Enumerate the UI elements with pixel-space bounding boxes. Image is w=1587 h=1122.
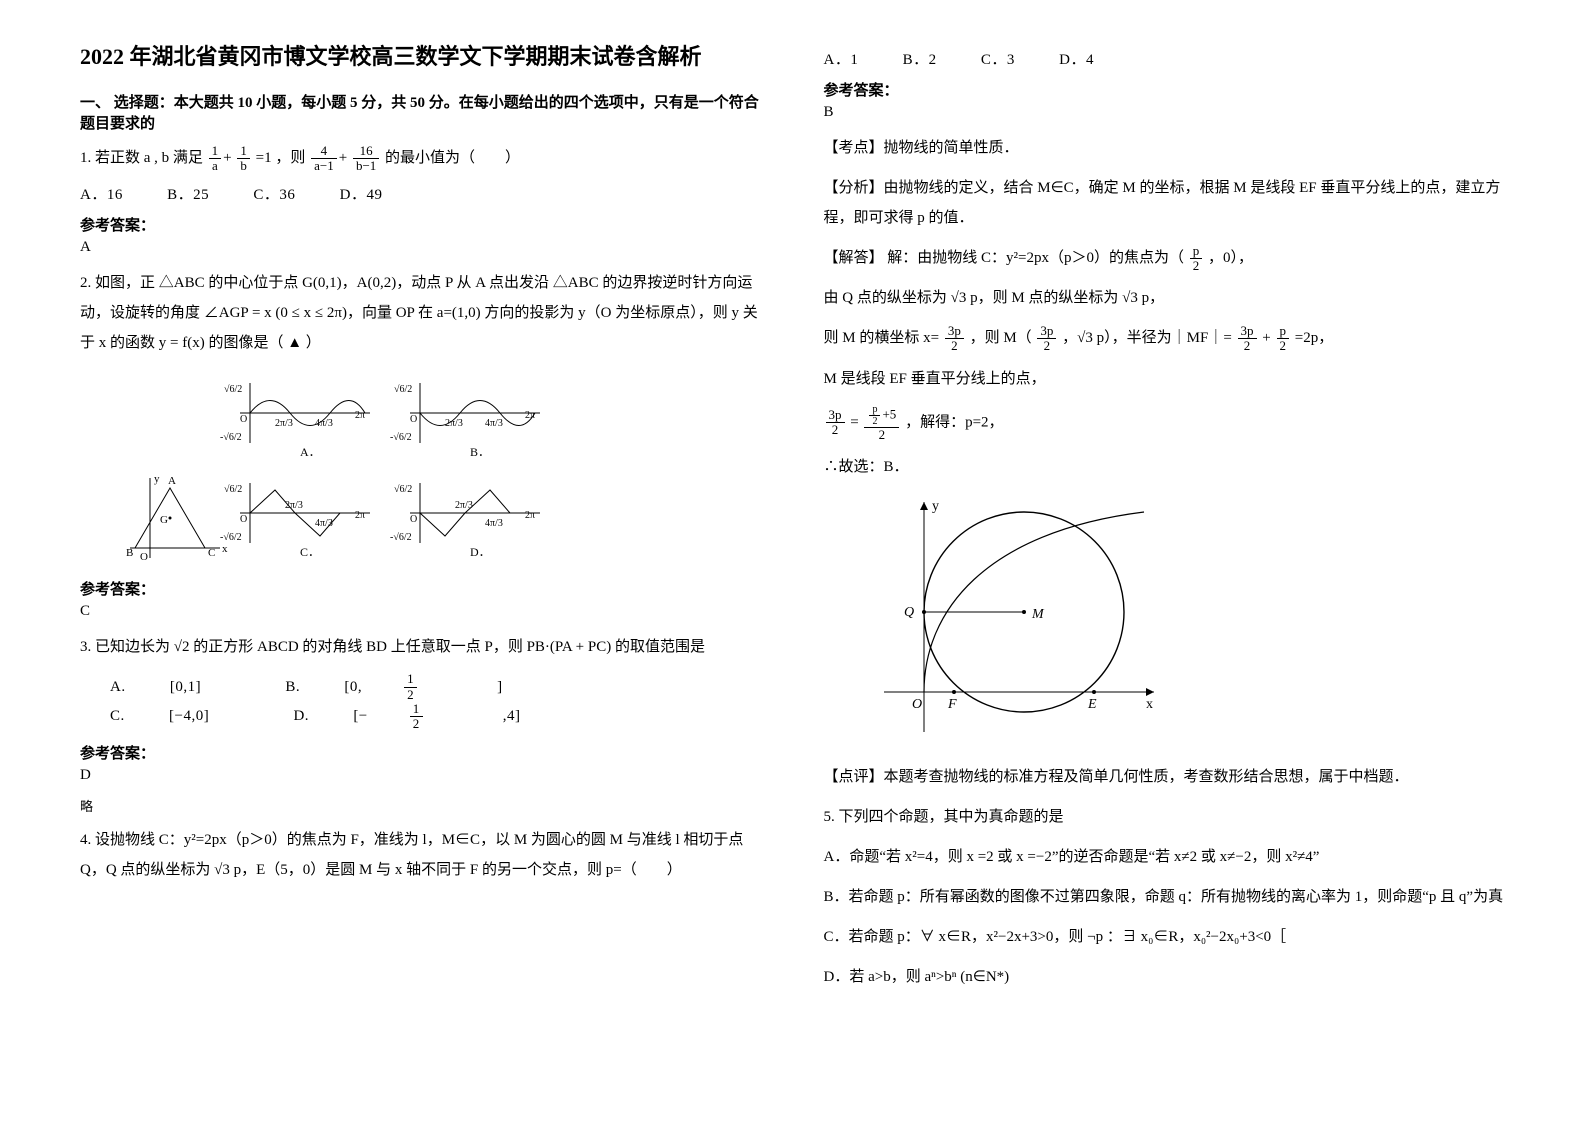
q4-ans: B [824,104,1508,121]
q4-jd4: M 是线段 EF 垂直平分线上的点， [824,364,1508,394]
question-2: 2. 如图，正 △ABC 的中心位于点 G(0,1)，A(0,2)，动点 P 从… [80,268,764,358]
svg-text:O: O [140,551,148,563]
svg-text:O: O [410,514,417,525]
q4-optB: B．2 [903,48,937,69]
svg-text:2π: 2π [355,410,365,421]
svg-text:2π/3: 2π/3 [275,418,293,429]
q1-optB: B．25 [167,183,209,204]
q4-jd5: 3p2 = p2+5 2 ，解得：p=2， [824,404,1508,442]
q1-ans-label: 参考答案： [80,214,764,235]
q2-ans-label: 参考答案： [80,578,764,599]
left-column: 2022 年湖北省黄冈市博文学校高三数学文下学期期末试卷含解析 一、 选择题：本… [80,40,764,1002]
question-1: 1. 若正数 a , b 满足 1a+ 1b =1 ，则 4a−1+ 16b−1… [80,143,764,173]
right-column: A．1 B．2 C．3 D．4 参考答案： B 【考点】抛物线的简单性质． 【分… [824,40,1508,1002]
svg-text:4π/3: 4π/3 [485,518,503,529]
svg-text:F: F [947,697,957,712]
svg-text:4π/3: 4π/3 [485,418,503,429]
q4-options: A．1 B．2 C．3 D．4 [824,48,1508,69]
svg-text:C．: C． [300,545,320,559]
q1-optA: A．16 [80,183,123,204]
q3-ans-label: 参考答案： [80,742,764,763]
svg-text:Q: Q [904,605,914,620]
svg-text:A: A [168,475,176,487]
q3-stem: 3. 已知边长为 √2 的正方形 ABCD 的对角线 BD 上任意取一点 P，则… [80,639,705,655]
section-1-header: 一、 选择题：本大题共 10 小题，每小题 5 分，共 50 分。在每小题给出的… [80,91,764,133]
q4-fx: 【分析】由抛物线的定义，结合 M∈C，确定 M 的坐标，根据 M 是线段 EF … [824,173,1508,233]
q5-B: B．若命题 p：所有幂函数的图像不过第四象限，命题 q：所有抛物线的离心率为 1… [824,882,1508,912]
svg-text:C: C [208,547,215,559]
q5-D: D．若 a>b，则 aⁿ>bⁿ (n∈N*) [824,962,1508,992]
q4-diagram: y x O F E M Q [864,492,1508,752]
svg-text:√6/2: √6/2 [224,384,242,395]
q4-dp: 【点评】本题考查抛物线的标准方程及简单几何性质，考查数形结合思想，属于中档题． [824,762,1508,792]
svg-text:O: O [240,414,247,425]
q4-optC: C．3 [981,48,1015,69]
q4-jd3: 则 M 的横坐标 x= 3p2 ，则 M（ 3p2 ，√3 p），半径为｜MF｜… [824,323,1508,353]
svg-text:y: y [154,473,160,485]
svg-text:B: B [126,547,133,559]
svg-text:2π/3: 2π/3 [455,500,473,511]
q5-A: A．命题“若 x²=4，则 x =2 或 x =−2”的逆否命题是“若 x≠2 … [824,842,1508,872]
svg-text:x: x [222,543,228,555]
q3-options: A. [0,1] B. [0,12] C. [−4,0] D. [−12,4] [110,672,764,731]
svg-text:4π/3: 4π/3 [315,518,333,529]
q1-frac3: 4a−1 [311,144,337,174]
q2-figure: A B C G O x y √6/2 -√6/2 O 2π/3 [120,368,764,568]
q3-optD: D. [−12,4] [293,702,560,732]
svg-text:√6/2: √6/2 [394,384,412,395]
svg-text:y: y [932,499,939,514]
q4-jd1: 【解答】 解：由抛物线 C：y²=2px（p＞0）的焦点为（ p2 ，0）， [824,243,1508,273]
q1-optD: D．49 [340,183,383,204]
q1-optC: C．36 [253,183,295,204]
question-4: 4. 设抛物线 C：y²=2px（p＞0）的焦点为 F，准线为 l，M∈C，以 … [80,825,764,885]
q4-diagram-svg: y x O F E M Q [864,492,1164,752]
q4-optD: D．4 [1059,48,1094,69]
q1-frac2: 1b [237,144,250,174]
question-3: 3. 已知边长为 √2 的正方形 ABCD 的对角线 BD 上任意取一点 P，则… [80,632,764,662]
svg-text:2π: 2π [355,510,365,521]
svg-text:A．: A． [300,445,321,459]
q1-stem-pre: 1. 若正数 a , b 满足 [80,150,203,166]
svg-text:2π/3: 2π/3 [285,500,303,511]
q5-C: C．若命题 p：∀ x∈R，x²−2x+3>0，则 ¬p ：∃ x₀∈R，x₀²… [824,922,1508,952]
q4-optA: A．1 [824,48,859,69]
question-5-stem: 5. 下列四个命题，其中为真命题的是 [824,802,1508,832]
q3-optB: B. [0,12] [285,672,542,702]
q3-ans: D [80,767,764,784]
svg-text:B．: B． [470,445,490,459]
q4-stem: 4. 设抛物线 C：y²=2px（p＞0）的焦点为 F，准线为 l，M∈C，以 … [80,832,743,878]
svg-text:√6/2: √6/2 [224,484,242,495]
svg-text:x: x [1146,697,1153,712]
svg-text:2π: 2π [525,510,535,521]
q1-options: A．16 B．25 C．36 D．49 [80,183,764,204]
q4-ans-label: 参考答案： [824,79,1508,100]
svg-text:-√6/2: -√6/2 [390,432,412,443]
q4-kd: 【考点】抛物线的简单性质． [824,133,1508,163]
svg-text:-√6/2: -√6/2 [390,532,412,543]
doc-title: 2022 年湖北省黄冈市博文学校高三数学文下学期期末试卷含解析 [80,40,764,73]
q3-optA: A. [0,1] [110,679,241,696]
q2-ans: C [80,603,764,620]
svg-text:O: O [410,414,417,425]
q3-optC: C. [−4,0] [110,708,249,725]
page: 2022 年湖北省黄冈市博文学校高三数学文下学期期末试卷含解析 一、 选择题：本… [80,40,1507,1002]
svg-text:√6/2: √6/2 [394,484,412,495]
q2-stem: 2. 如图，正 △ABC 的中心位于点 G(0,1)，A(0,2)，动点 P 从… [80,275,758,351]
q4-jd2: 由 Q 点的纵坐标为 √3 p，则 M 点的纵坐标为 √3 p， [824,283,1508,313]
q1-frac1: 1a [209,144,222,174]
q1-ans: A [80,239,764,256]
svg-text:O: O [912,697,922,712]
svg-text:M: M [1031,607,1045,622]
svg-text:-√6/2: -√6/2 [220,532,242,543]
q1-frac4: 16b−1 [353,144,379,174]
q2-graphs-svg: A B C G O x y √6/2 -√6/2 O 2π/3 [120,368,550,568]
svg-text:O: O [240,514,247,525]
svg-text:G: G [160,514,168,526]
svg-text:E: E [1087,697,1097,712]
q3-note: 略 [80,796,764,815]
svg-text:-√6/2: -√6/2 [220,432,242,443]
q4-jd6: ∴故选：B． [824,452,1508,482]
svg-text:D．: D． [470,545,491,559]
